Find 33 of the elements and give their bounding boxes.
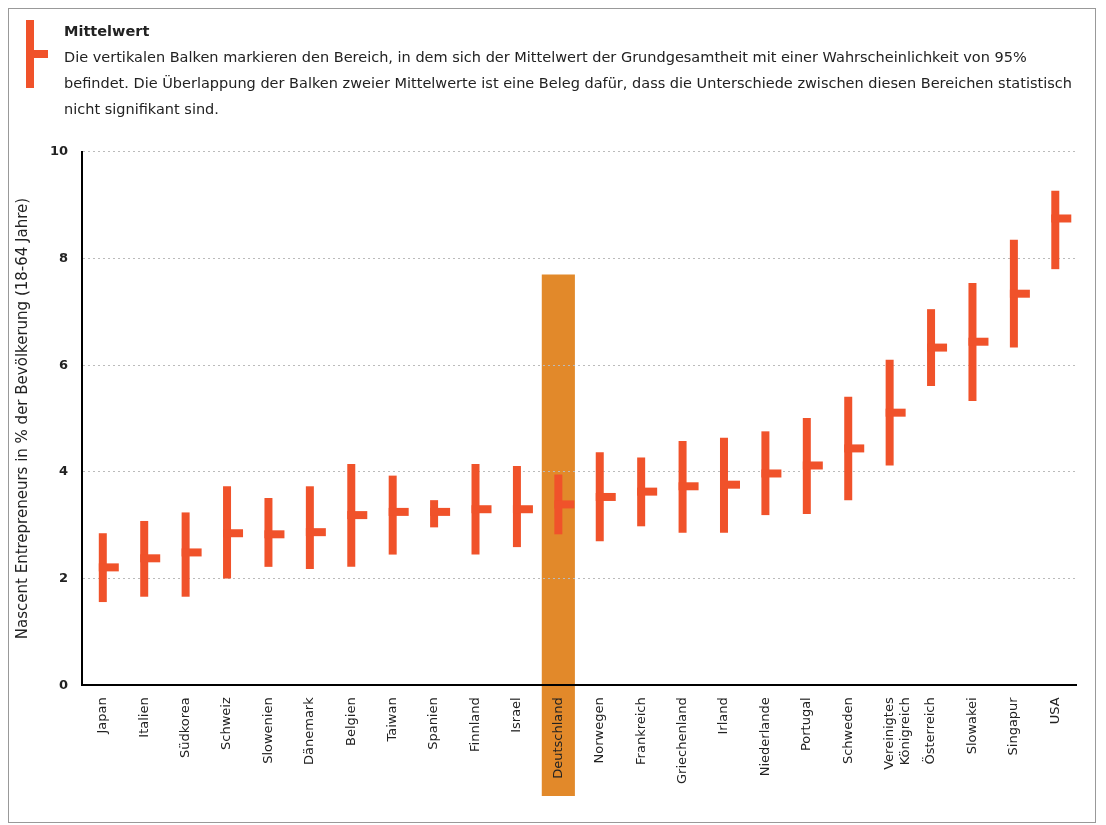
x-tick-label: Belgien [342,697,358,746]
x-tick-label: Österreich [921,697,938,765]
x-tick-label: Portugal [798,697,814,752]
y-tick-label: 6 [59,356,69,372]
x-tick-label: Griechenland [673,697,689,785]
x-tick-label: Slowenien [259,697,275,764]
x-tick-label: Schweiz [218,697,234,750]
y-tick-label: 4 [59,463,69,479]
y-tick-label: 0 [59,676,69,692]
x-tick-label: Singapur [1005,696,1021,756]
y-axis-title: Nascent Entrepreneurs in % der Bevölkerung (18-64 Jahre) [12,197,31,640]
x-tick-label: Italien [135,697,151,738]
text: Mittelwert [64,22,151,41]
x-tick-label: Frankreich [632,697,648,765]
chart-subtitle: Die vertikalen Balken markieren den Bereich, in dem sich der Mittelwert der Grundgesamtheit mit einer Wahrscheinlichkeit von 95% befindet. Die Überlappung der Balken zweier Mittelwerte ist eine Beleg dafür, dass die Unterschiede zwischen diesen Bereichen statistisch nicht signifikant sind. [64,48,1073,119]
x-tick-label: Schweden [839,697,855,765]
x-tick-label: Vereinigtes Königreich [881,697,912,770]
x-tick-label: Niederlande [756,697,772,777]
x-tick-label: Südkorea [177,697,192,759]
y-tick-label: 10 [50,143,69,159]
x-tick-label: Israel [508,697,524,733]
y-tick-label: 2 [59,569,69,585]
x-tick-label: Irland [715,697,731,735]
x-tick-label: Japan [94,697,110,735]
x-tick-label: USA [1046,697,1062,725]
x-tick-label: Dänemark [301,696,317,765]
x-tick-label: Norwegen [591,697,607,764]
x-tick-label: Deutschland [549,697,565,779]
x-tick-label: Slowakei [963,697,979,755]
x-tick-label: Finnland [466,697,482,752]
x-tick-label: Taiwan [384,697,400,743]
x-tick-label: Spanien [425,697,441,750]
y-tick-label: 8 [59,249,69,265]
